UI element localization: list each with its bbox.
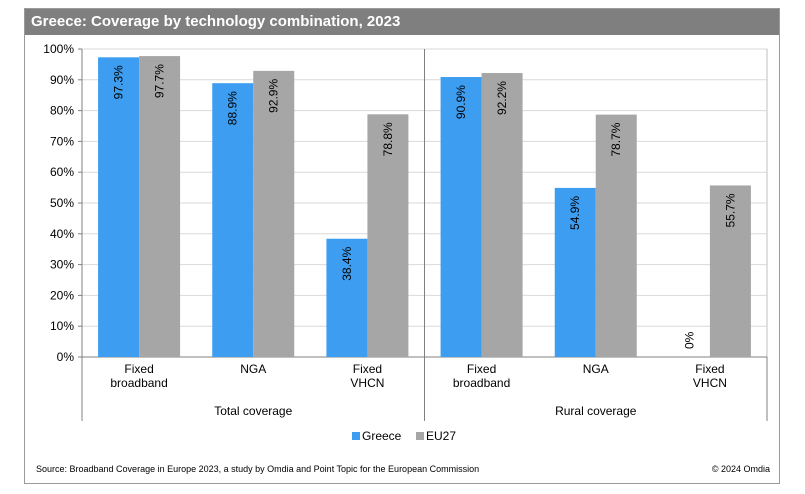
y-tick-label: 0% [57, 350, 75, 364]
bar-greece [326, 238, 368, 357]
y-tick-label: 50% [50, 196, 74, 210]
y-tick-label: 30% [50, 258, 74, 272]
bar-eu27 [139, 56, 181, 358]
bar-greece [554, 187, 596, 357]
data-label: 78.7% [609, 122, 623, 156]
y-tick-label: 90% [50, 73, 74, 87]
legend-swatch [416, 432, 424, 440]
bar-eu27 [367, 114, 409, 358]
x-tick-label: NGA [583, 362, 609, 376]
bar-eu27 [253, 70, 295, 358]
legend-label: EU27 [426, 429, 456, 443]
y-tick-label: 20% [50, 288, 74, 302]
bar-chart: 0%10%20%30%40%50%60%70%80%90%100%Fixedbr… [43, 42, 768, 443]
bar-greece [98, 57, 140, 357]
data-label: 97.7% [153, 64, 167, 98]
data-label: 0% [682, 331, 696, 349]
bar-eu27 [481, 73, 523, 358]
x-tick-label: broadband [110, 376, 167, 390]
group-label: Total coverage [214, 404, 292, 418]
bar-eu27 [595, 114, 637, 357]
data-label: 97.3% [112, 65, 126, 99]
x-tick-label: VHCN [350, 376, 384, 390]
x-tick-label: Fixed [467, 362, 496, 376]
data-label: 55.7% [723, 193, 737, 227]
data-label: 90.9% [454, 85, 468, 119]
x-tick-label: Fixed [353, 362, 382, 376]
data-label: 54.9% [568, 196, 582, 230]
group-label: Rural coverage [555, 404, 637, 418]
data-label: 78.8% [381, 122, 395, 156]
y-tick-label: 10% [50, 319, 74, 333]
data-label: 92.9% [267, 79, 281, 113]
y-tick-label: 80% [50, 104, 74, 118]
x-tick-label: Fixed [124, 362, 153, 376]
y-tick-label: 70% [50, 134, 74, 148]
bar-eu27 [709, 185, 751, 357]
data-label: 88.9% [226, 91, 240, 125]
legend-label: Greece [362, 429, 402, 443]
x-tick-label: Fixed [695, 362, 724, 376]
y-tick-label: 40% [50, 227, 74, 241]
bar-greece [440, 77, 482, 357]
x-tick-label: NGA [240, 362, 266, 376]
x-tick-label: VHCN [693, 376, 727, 390]
chart-frame: Greece: Coverage by technology combinati… [24, 8, 780, 484]
source-note: Source: Broadband Coverage in Europe 202… [36, 464, 480, 474]
copyright-note: © 2024 Omdia [711, 464, 770, 474]
chart-title: Greece: Coverage by technology combinati… [25, 9, 779, 35]
data-label: 38.4% [340, 246, 354, 280]
legend-swatch [352, 432, 360, 440]
bar-greece [212, 83, 254, 358]
y-tick-label: 60% [50, 165, 74, 179]
data-label: 92.2% [495, 81, 509, 115]
x-tick-label: broadband [453, 376, 510, 390]
y-tick-label: 100% [43, 42, 74, 56]
